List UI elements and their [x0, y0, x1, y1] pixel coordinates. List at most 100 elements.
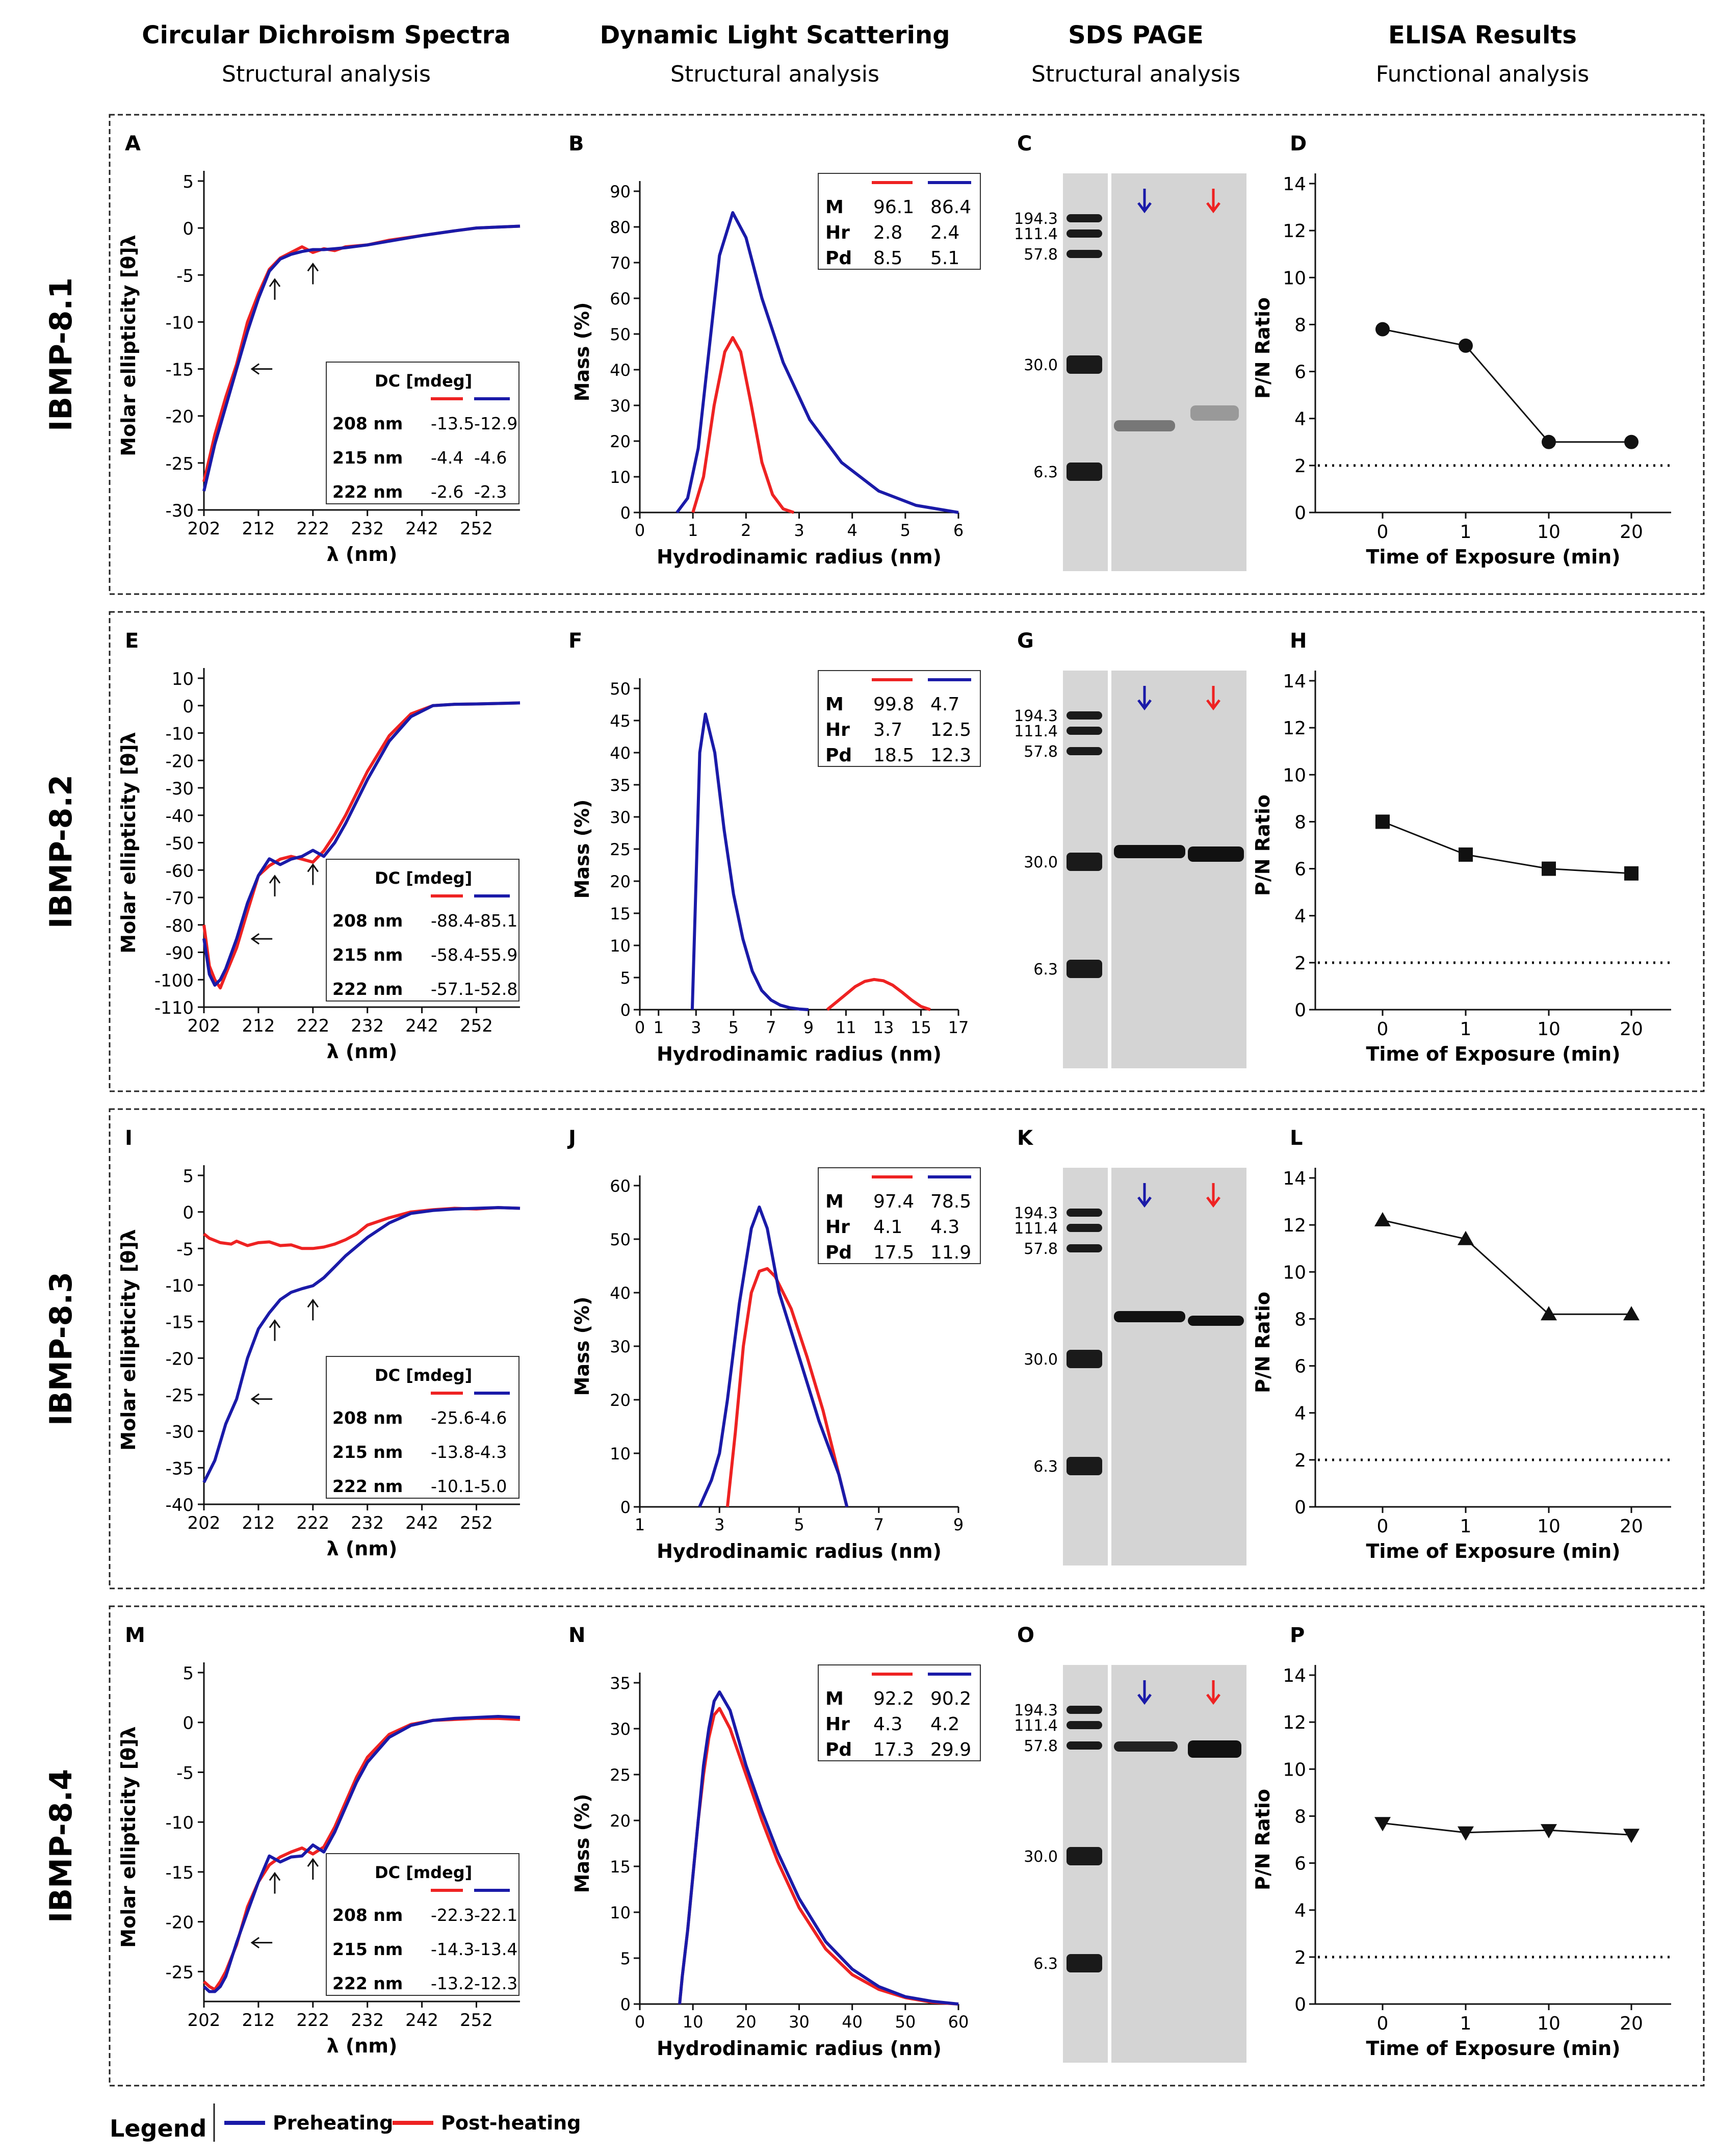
y-tick-label: 14: [1283, 174, 1306, 195]
x-tick-label: 2: [741, 521, 751, 540]
y-tick-label: 0: [183, 219, 194, 239]
marker-label: 111.4: [1014, 1220, 1058, 1238]
y-tick-label: 80: [610, 218, 631, 237]
arrow-208: [250, 1937, 273, 1948]
marker-label: 6.3: [1033, 1955, 1058, 1973]
x-tick-label: 232: [351, 2010, 384, 2031]
dc-table-box: [326, 362, 519, 504]
panel-letter: O: [1017, 1624, 1034, 1647]
y-axis-label: P/N Ratio: [1252, 1292, 1274, 1393]
dc-row-post: -57.1: [431, 979, 474, 999]
x-tick-label: 242: [405, 519, 438, 539]
marker-band: [1067, 1847, 1102, 1865]
series-line-preheating: [202, 1715, 521, 1993]
y-tick-label: -15: [165, 360, 194, 380]
y-tick-label: 60: [610, 1176, 631, 1196]
dls-stat-pre: 11.9: [930, 1242, 971, 1263]
gel-separator: [1108, 173, 1111, 571]
y-tick-label: 0: [1294, 1994, 1306, 2015]
dc-row-pre: -85.1: [474, 911, 517, 931]
x-axis-label: Hydrodinamic radius (nm): [657, 1540, 942, 1562]
dc-row-wavelength: 222 nm: [332, 979, 403, 999]
x-tick-label: 232: [351, 1016, 384, 1036]
x-tick-label: 10: [683, 2012, 704, 2032]
y-tick-label: 35: [610, 776, 631, 795]
x-tick-label: 10: [1537, 2013, 1561, 2034]
dc-table-header: DC [mdeg]: [375, 1366, 472, 1385]
elisa-point: [1624, 434, 1639, 449]
dc-row-pre: -4.6: [474, 448, 507, 468]
dls-stats: M 92.2 90.2 Hr 4.3 4.2 Pd 17.3 29.9: [818, 1664, 981, 1761]
y-tick-label: -50: [165, 834, 194, 854]
y-axis-label: Molar ellipticity [θ]λ: [117, 1726, 140, 1947]
x-tick-label: 212: [242, 2010, 275, 2031]
y-tick-label: 30: [610, 1337, 631, 1356]
x-tick-label: 6: [953, 521, 964, 540]
dc-row-post: -13.5: [431, 414, 474, 433]
y-tick-label: 6: [1294, 362, 1306, 383]
panel-letter: E: [125, 629, 139, 653]
series-line-preheating: [202, 1206, 521, 1483]
dc-row-pre: -55.9: [474, 945, 517, 965]
y-axis-label: Molar ellipticity [θ]λ: [117, 732, 140, 953]
marker-label: 111.4: [1014, 1717, 1058, 1735]
y-axis-label: Molar ellipticity [θ]λ: [117, 1229, 140, 1450]
y-tick-label: -20: [165, 1913, 194, 1933]
y-tick-label: 8: [1294, 315, 1306, 336]
y-tick-label: -5: [176, 1239, 194, 1260]
gel-sample-bg: [1111, 1168, 1246, 1565]
elisa-point: [1374, 1212, 1391, 1226]
arrow-222: [307, 863, 319, 885]
dc-row-pre: -12.3: [474, 1973, 517, 1993]
gel-sample-bg: [1111, 1665, 1246, 2063]
marker-band: [1067, 747, 1102, 755]
x-tick-label: 0: [635, 2012, 645, 2032]
arrow-208: [250, 363, 273, 375]
y-tick-label: 12: [1283, 718, 1306, 739]
dls-stat-label: M: [825, 694, 844, 715]
x-tick-label: 242: [405, 1513, 438, 1533]
x-tick-label: 202: [188, 1016, 221, 1036]
dls-stat-post: 3.7: [873, 720, 902, 740]
gel-sample-bg: [1111, 173, 1246, 571]
marker-band: [1067, 727, 1102, 735]
marker-band: [1067, 1244, 1102, 1252]
y-tick-label: -90: [165, 943, 194, 964]
dc-table-header: DC [mdeg]: [375, 371, 472, 391]
y-tick-label: 15: [610, 1857, 631, 1877]
y-tick-label: 10: [610, 1903, 631, 1922]
dc-row-post: -10.1: [431, 1476, 474, 1496]
elisa-line: [1382, 821, 1632, 875]
gel-separator: [1108, 1168, 1111, 1565]
x-tick-label: 20: [1620, 1019, 1643, 1040]
col-title-elisa: ELISA Results: [1388, 21, 1577, 49]
gel-arrow-pre: [1137, 686, 1152, 711]
panel-letter: H: [1290, 629, 1307, 653]
marker-band: [1067, 355, 1102, 374]
dls-stat-label: M: [825, 1688, 844, 1709]
y-tick-label: 14: [1283, 671, 1306, 692]
x-tick-label: 222: [296, 1513, 329, 1533]
arrow-208: [250, 933, 273, 945]
dc-table-box: [326, 859, 519, 1002]
marker-band: [1067, 1209, 1102, 1217]
y-tick-label: 10: [172, 669, 194, 689]
x-tick-label: 9: [953, 1515, 964, 1534]
y-tick-label: 0: [1294, 1497, 1306, 1518]
dls-stat-pre: 4.3: [930, 1217, 959, 1238]
x-tick-label: 10: [1537, 522, 1561, 543]
dls-stat-pre: 12.3: [930, 745, 971, 766]
y-axis-label: Mass (%): [571, 1297, 593, 1396]
x-tick-label: 20: [1620, 1516, 1643, 1537]
y-tick-label: -30: [165, 779, 194, 799]
panel-letter: C: [1017, 132, 1032, 156]
marker-band: [1067, 1224, 1102, 1232]
arrow-215: [269, 278, 281, 300]
y-tick-label: 30: [610, 396, 631, 416]
dls-stat-post: 2.8: [873, 222, 902, 243]
